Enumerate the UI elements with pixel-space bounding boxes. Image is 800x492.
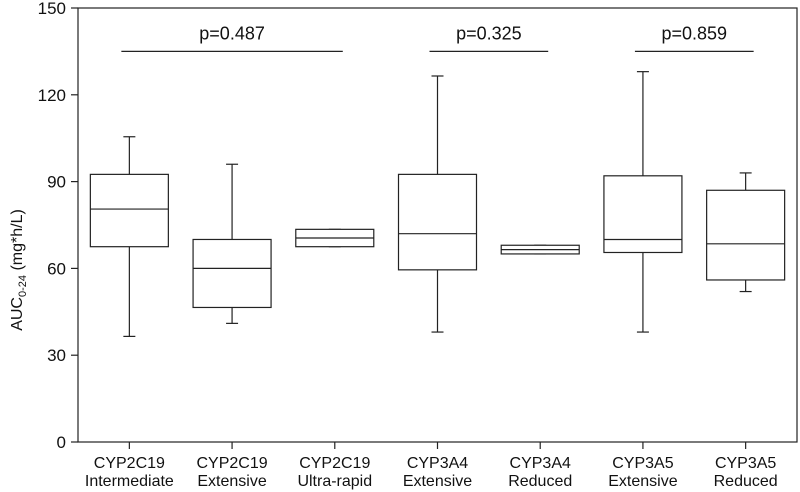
x-category-label-line2: Reduced <box>714 473 778 490</box>
x-category-label-line1: CYP3A5 <box>612 455 673 472</box>
x-category-label: CYP2C19 Ultra-rapid <box>297 455 372 490</box>
y-tick-label: 150 <box>38 0 66 18</box>
x-category-label-line1: CYP2C19 <box>299 455 370 472</box>
p-value-label: p=0.325 <box>456 23 522 43</box>
x-category-label-line1: CYP2C19 <box>196 455 267 472</box>
x-category-label: CYP2C19 Extensive <box>196 455 267 490</box>
comparison-brackets: p=0.487 p=0.325 p=0.859 <box>121 23 754 53</box>
y-tick-label: 120 <box>38 86 66 105</box>
y-tick-label: 0 <box>57 433 66 452</box>
y-axis-title: AUC0-24 (mg*h/L) <box>9 209 29 331</box>
iqr-box <box>706 189 786 281</box>
box-5 <box>603 71 683 333</box>
p-value-label: p=0.487 <box>199 23 265 43</box>
comparison-1: p=0.325 <box>429 23 549 53</box>
x-category-label-line2: Ultra-rapid <box>297 473 372 490</box>
y-axis-label-subscript: 0-24 <box>17 275 29 297</box>
plot-area <box>77 7 798 443</box>
x-category-label: CYP3A4 Reduced <box>508 455 572 490</box>
comparison-0: p=0.487 <box>121 23 343 53</box>
box-0 <box>89 136 169 337</box>
box-3 <box>397 75 478 333</box>
x-category-label-line1: CYP3A4 <box>510 455 571 472</box>
x-category-label-line2: Extensive <box>608 473 677 490</box>
x-category-label: CYP3A4 Extensive <box>403 455 472 490</box>
x-category-label-line1: CYP3A4 <box>407 455 468 472</box>
x-category-label-line2: Intermediate <box>85 473 174 490</box>
y-tick-label: 30 <box>47 346 66 365</box>
iqr-box <box>89 173 169 248</box>
x-category-label-line1: CYP3A5 <box>715 455 776 472</box>
x-category-label-line1: CYP2C19 <box>94 455 165 472</box>
iqr-box <box>603 175 683 254</box>
p-value-label: p=0.859 <box>661 23 727 43</box>
y-axis: 0 30 60 90 120 150 <box>38 0 78 452</box>
y-axis-label: AUC0-24 (mg*h/L) <box>9 209 29 331</box>
y-tick-label: 60 <box>47 259 66 278</box>
box-4 <box>500 244 580 255</box>
iqr-box <box>397 173 478 271</box>
box-1 <box>192 163 272 324</box>
box-6 <box>706 172 786 293</box>
y-tick-label: 90 <box>47 173 66 192</box>
y-axis-label-unit: (mg*h/L) <box>9 209 26 275</box>
iqr-box <box>192 238 272 309</box>
y-axis-label-main: AUC <box>9 297 26 331</box>
x-category-label: CYP2C19 Intermediate <box>85 455 174 490</box>
x-category-label-line2: Extensive <box>403 473 472 490</box>
comparison-2: p=0.859 <box>634 23 754 53</box>
box-2 <box>295 228 375 248</box>
x-category-label: CYP3A5 Extensive <box>608 455 677 490</box>
x-category-label-line2: Extensive <box>197 473 266 490</box>
x-category-label-line2: Reduced <box>508 473 572 490</box>
x-category-label: CYP3A5 Reduced <box>714 455 778 490</box>
